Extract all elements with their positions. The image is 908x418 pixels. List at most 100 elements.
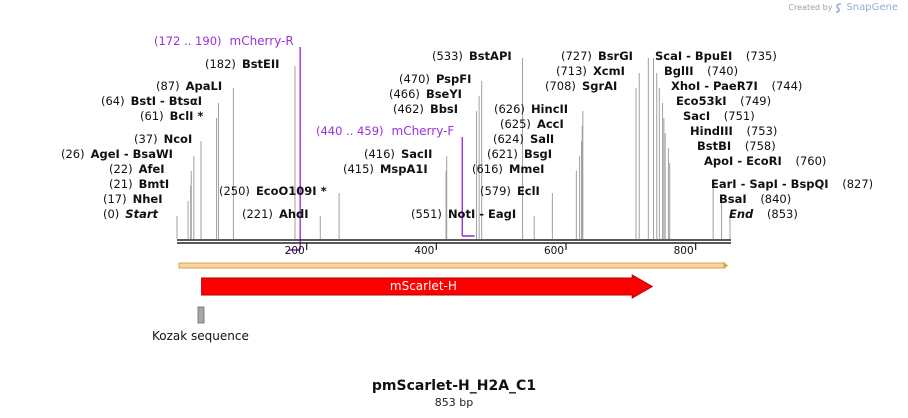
site-name: SgrAI [581,79,618,93]
site-label-ahdi[interactable]: (221) AhdI [242,208,309,221]
site-label-bbsi[interactable]: (462) BbsI [393,103,458,116]
site-position: (250) [219,184,250,198]
sequence-band-arrowhead [724,262,728,269]
site-label-start[interactable]: (0) Start [103,208,158,221]
site-label-bseyi[interactable]: (466) BseYI [389,88,462,101]
site-label-acci[interactable]: (625) AccI [500,118,564,131]
site-name: BsrGI [597,49,633,63]
map-title: pmScarlet-H_H2A_C1 [371,378,537,394]
site-name: BstI - BtsαI [130,94,203,108]
site-label-mspa1i[interactable]: (415) MspA1I [343,163,428,176]
site-label-bstapi[interactable]: (533) BstAPI [432,50,512,63]
site-position: (466) [389,87,420,101]
site-position: (753) [746,124,778,138]
site-label-bsai[interactable]: BsaI (840) [719,193,791,206]
site-position: (61) [140,109,164,123]
site-label-bmti[interactable]: (21) BmtI [109,178,169,191]
site-label-saci[interactable]: SacI (751) [683,110,755,123]
site-label-noti[interactable]: (551) NotI - EagI [411,208,516,221]
site-position: (221) [242,207,273,221]
site-label-bstbi[interactable]: BstBI (758) [697,140,776,153]
site-position: (182) [205,57,236,71]
site-label-agei[interactable]: (26) AgeI - BsaWI [61,148,173,161]
feature-arrow-mscarlet-h[interactable] [201,274,654,299]
site-label-bsti[interactable]: (64) BstI - BtsαI [101,95,202,108]
site-position: (87) [156,79,180,93]
site-position: (827) [842,177,874,191]
site-position: (744) [771,79,803,93]
site-position: (751) [723,109,755,123]
site-label-xcmi[interactable]: (713) XcmI [556,65,625,78]
primer-label-mcherry-f[interactable]: (440 .. 459) mCherry-F [316,125,454,138]
site-label-nhei[interactable]: (17) NheI [103,193,163,206]
feature-label-kozak: Kozak sequence [152,329,249,343]
site-label-xhoi[interactable]: XhoI - PaeR7I (744) [671,80,802,93]
site-name: ApoI - EcoRI [704,154,782,168]
backbone [177,239,731,244]
ruler-tick-label: 800 [673,245,694,257]
site-label-apoi[interactable]: ApoI - EcoRI (760) [704,155,826,168]
site-label-sali[interactable]: (624) SalI [493,133,554,146]
site-position: (713) [556,64,587,78]
site-position: (533) [432,49,463,63]
site-label-eari[interactable]: EarI - SapI - BspQI (827) [711,178,873,191]
primer-marks [288,47,475,251]
snapgene-logo-icon [836,2,842,13]
site-label-bsteii[interactable]: (182) BstEII [205,58,279,71]
site-label-hindiii[interactable]: HindIII (753) [690,125,777,138]
ruler-tick-label: 600 [543,245,565,257]
site-label-sacii[interactable]: (416) SacII [364,148,432,161]
ruler-ticks [306,243,697,250]
site-position: (462) [393,102,424,116]
site-label-apali[interactable]: (87) ApaLI [156,80,222,93]
site-name: ApaLI [185,79,223,93]
site-position: (64) [101,94,125,108]
site-label-eco53ki[interactable]: Eco53kI (749) [676,95,771,108]
site-name: Eco53kI [676,94,727,108]
site-label-bglii[interactable]: BglII (740) [664,65,738,78]
site-position: (727) [561,49,592,63]
features [197,274,654,324]
primer-name: mCherry-R [229,34,294,48]
site-name: PspFI [435,72,472,86]
site-label-ncoi[interactable]: (37) NcoI [134,133,192,146]
site-label-bsgi[interactable]: (621) BsgI [487,148,552,161]
site-label-scai[interactable]: ScaI - BpuEI (735) [655,50,777,63]
site-position: (760) [795,154,827,168]
site-position: (749) [740,94,772,108]
site-name: EcoO109I * [255,184,327,198]
site-name: NotI - EagI [447,207,517,221]
site-label-sgrai[interactable]: (708) SgrAI [545,80,617,93]
site-label-bcli[interactable]: (61) BclI * [140,110,203,123]
site-label-eco0109i[interactable]: (250) EcoO109I * [219,185,327,198]
primer-range: (440 .. 459) [316,124,384,138]
site-name: AgeI - BsaWI [90,147,173,161]
site-position: (758) [744,139,776,153]
site-name: BsgI [523,147,553,161]
feature-label-mscarlet-h: mScarlet-H [389,279,457,293]
feature-box-kozak[interactable] [197,306,205,324]
site-position: (624) [493,132,524,146]
site-label-ecli[interactable]: (579) EclI [480,185,540,198]
credit: Created by SnapGene [788,2,898,13]
ruler-tick-label: 200 [284,245,305,257]
site-label-mmei[interactable]: (616) MmeI [472,163,544,176]
site-position: (735) [745,49,777,63]
site-name: SalI [529,132,555,146]
map-length: 853 bp [434,396,474,409]
primer-range: (172 .. 190) [154,34,222,48]
site-name: Start [125,207,159,221]
site-label-pspfi[interactable]: (470) PspFI [399,73,471,86]
site-label-afei[interactable]: (22) AfeI [109,163,165,176]
site-name: XcmI [592,64,625,78]
site-label-end[interactable]: End (853) [729,208,798,221]
primer-name: mCherry-F [391,124,455,138]
credit-brand: SnapGene [846,2,898,13]
sequence-band-rect [178,262,725,269]
site-name: AfeI [138,162,165,176]
site-label-hincii[interactable]: (626) HincII [494,103,568,116]
site-name: AhdI [278,207,309,221]
site-label-bsrgi[interactable]: (727) BsrGI [561,50,633,63]
primer-label-mcherry-r[interactable]: (172 .. 190) mCherry-R [154,35,294,48]
site-name: MmeI [508,162,545,176]
